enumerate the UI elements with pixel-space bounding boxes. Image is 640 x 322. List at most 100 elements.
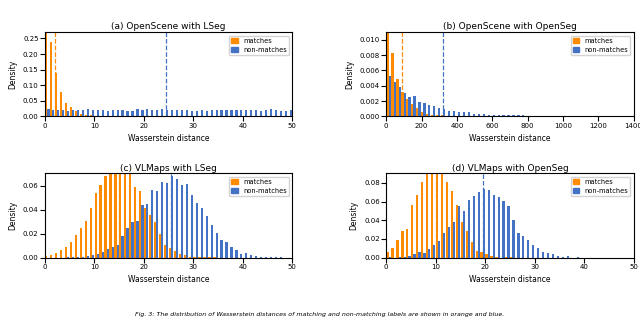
Bar [164, 245, 166, 258]
Bar [87, 109, 89, 116]
Bar [387, 252, 388, 258]
Bar [468, 200, 470, 258]
Bar [220, 240, 223, 258]
Bar [413, 254, 415, 258]
Title: (d) VLMaps with OpenSeg: (d) VLMaps with OpenSeg [452, 164, 568, 173]
Bar [50, 255, 52, 258]
Bar [127, 111, 129, 116]
Bar [392, 249, 394, 258]
Bar [77, 257, 79, 258]
Bar [285, 111, 287, 116]
Bar [176, 179, 178, 258]
Bar [136, 109, 139, 116]
Bar [102, 252, 104, 258]
Bar [413, 96, 415, 116]
Bar [280, 111, 282, 116]
Bar [72, 257, 74, 258]
Bar [419, 252, 420, 258]
Bar [116, 245, 119, 258]
Bar [458, 206, 460, 258]
Bar [65, 103, 67, 116]
Bar [116, 110, 119, 116]
Bar [240, 254, 243, 258]
Bar [490, 256, 493, 258]
Bar [236, 250, 237, 258]
Bar [438, 108, 440, 116]
Bar [57, 110, 60, 116]
Bar [95, 193, 97, 258]
Bar [290, 110, 292, 116]
Bar [466, 231, 468, 258]
Bar [428, 249, 431, 258]
Bar [502, 115, 505, 116]
Bar [513, 115, 515, 116]
Bar [552, 254, 554, 258]
Bar [111, 247, 114, 258]
Title: (b) OpenScene with OpenSeg: (b) OpenScene with OpenSeg [443, 23, 577, 32]
Bar [124, 161, 127, 258]
Bar [161, 109, 163, 116]
Bar [62, 109, 65, 116]
Bar [47, 109, 49, 116]
Bar [72, 110, 74, 116]
Bar [547, 253, 549, 258]
Bar [90, 208, 92, 258]
Bar [45, 256, 47, 258]
Bar [171, 176, 173, 258]
Bar [80, 228, 82, 258]
Bar [476, 251, 477, 258]
Bar [399, 87, 401, 116]
Bar [468, 112, 470, 116]
Title: (c) VLMaps with LSeg: (c) VLMaps with LSeg [120, 164, 217, 173]
Bar [567, 256, 569, 258]
Bar [245, 110, 248, 116]
Bar [446, 182, 448, 258]
X-axis label: Wasserstein distance: Wasserstein distance [469, 275, 550, 284]
X-axis label: Wasserstein distance: Wasserstein distance [469, 134, 550, 143]
Bar [428, 105, 431, 116]
Bar [527, 240, 529, 258]
Bar [156, 191, 158, 258]
Bar [406, 99, 408, 116]
Bar [119, 158, 122, 258]
Bar [60, 92, 62, 116]
Bar [109, 166, 111, 258]
Bar [401, 232, 404, 258]
Y-axis label: Density: Density [8, 201, 17, 230]
Bar [399, 257, 401, 258]
Bar [225, 110, 228, 116]
Bar [225, 242, 228, 258]
Bar [236, 110, 237, 116]
Bar [441, 170, 443, 258]
Bar [50, 42, 52, 116]
Bar [392, 52, 394, 116]
Title: (a) OpenScene with LSeg: (a) OpenScene with LSeg [111, 23, 226, 32]
Bar [173, 251, 176, 258]
Bar [70, 107, 72, 116]
Bar [394, 82, 396, 116]
Bar [122, 236, 124, 258]
Bar [388, 76, 391, 116]
Bar [250, 255, 252, 258]
Bar [211, 110, 212, 116]
Bar [448, 111, 451, 116]
Bar [189, 257, 191, 258]
Bar [67, 257, 69, 258]
Bar [260, 111, 262, 116]
Bar [522, 236, 525, 258]
Bar [453, 222, 455, 258]
X-axis label: Wasserstein distance: Wasserstein distance [128, 134, 209, 143]
Bar [186, 110, 188, 116]
Bar [493, 194, 495, 258]
Bar [161, 182, 163, 258]
Bar [387, 18, 388, 116]
Bar [134, 186, 136, 258]
Bar [82, 109, 84, 116]
Bar [431, 115, 433, 116]
Bar [201, 110, 203, 116]
Bar [477, 114, 480, 116]
Bar [508, 115, 509, 116]
Bar [97, 110, 99, 116]
Bar [141, 205, 143, 258]
Bar [171, 110, 173, 116]
